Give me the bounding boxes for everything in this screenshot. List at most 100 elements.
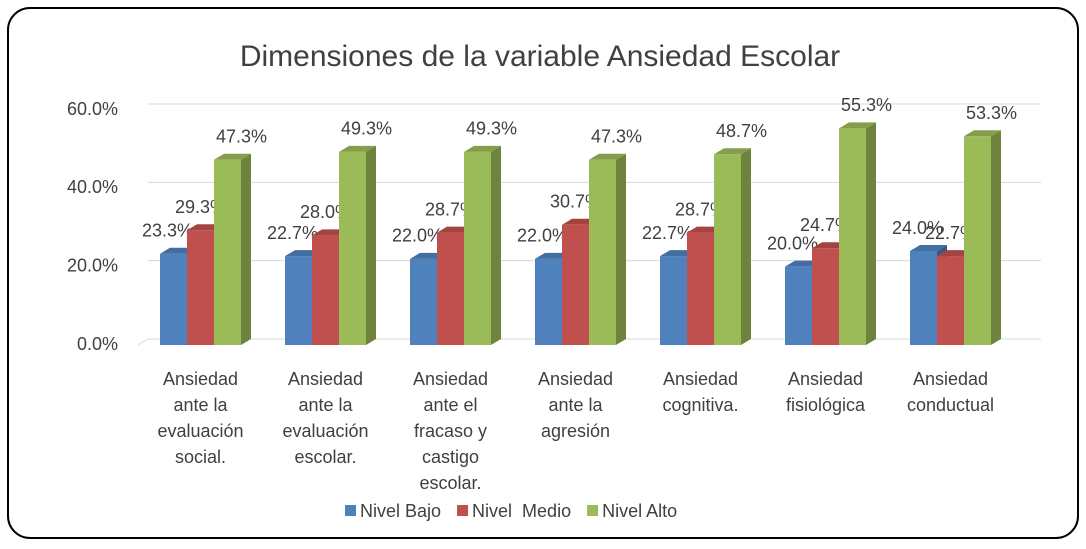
x-tick-line: conductual bbox=[907, 395, 994, 415]
data-label: 47.3% bbox=[216, 126, 267, 146]
bar-side bbox=[491, 145, 501, 345]
data-label: 22.7% bbox=[642, 223, 693, 243]
bar-side bbox=[616, 153, 626, 345]
bar bbox=[339, 145, 376, 345]
data-label: 22.0% bbox=[392, 226, 443, 246]
legend-label: Nivel Medio bbox=[472, 501, 571, 521]
x-tick-line: fracaso y bbox=[414, 421, 487, 441]
x-tick-label: Ansiedad ante la agresión bbox=[538, 369, 613, 441]
data-label: 24.0% bbox=[892, 218, 943, 238]
bar-side bbox=[741, 148, 751, 345]
x-tick-label: Ansiedad cognitiva. bbox=[662, 369, 738, 415]
bar bbox=[839, 122, 876, 346]
x-tick-label: Ansiedad conductual bbox=[907, 369, 994, 415]
data-label: 23.3% bbox=[142, 220, 193, 240]
bar-front bbox=[312, 235, 339, 345]
bar-top bbox=[214, 153, 251, 160]
bar-front bbox=[910, 251, 937, 345]
x-tick-line: escolar. bbox=[294, 447, 356, 467]
legend-swatch bbox=[457, 505, 469, 516]
data-label: 49.3% bbox=[466, 119, 517, 139]
bar-front bbox=[562, 224, 589, 345]
bar-front bbox=[437, 232, 464, 345]
bar-front bbox=[964, 136, 991, 345]
x-tick-line: social. bbox=[175, 447, 226, 467]
bar bbox=[214, 153, 251, 345]
chart-title: Dimensiones de la variable Ansiedad Esco… bbox=[240, 40, 840, 73]
bar bbox=[464, 145, 501, 345]
bar-front bbox=[339, 151, 366, 345]
x-tick-line: Ansiedad bbox=[413, 369, 488, 389]
bar-front bbox=[660, 256, 687, 345]
bar-front bbox=[812, 248, 839, 345]
x-tick-line: Ansiedad bbox=[288, 369, 363, 389]
x-tick-line: cognitiva. bbox=[662, 395, 738, 415]
data-label: 28.7% bbox=[675, 199, 726, 219]
x-tick-line: ante la bbox=[548, 395, 603, 415]
data-label: 53.3% bbox=[966, 103, 1017, 123]
x-tick-line: ante el bbox=[423, 395, 477, 415]
bar-front bbox=[714, 154, 741, 345]
data-label: 28.7% bbox=[425, 199, 476, 219]
data-label: 49.3% bbox=[341, 119, 392, 139]
bar-front bbox=[187, 230, 214, 345]
y-tick-label: 40.0% bbox=[67, 177, 118, 197]
data-label: 29.3% bbox=[175, 197, 226, 217]
legend-label: Nivel Alto bbox=[602, 501, 677, 521]
legend-label: Nivel Bajo bbox=[360, 501, 441, 521]
bar-top bbox=[589, 153, 626, 160]
bar-side bbox=[366, 145, 376, 345]
data-label: 30.7% bbox=[550, 192, 601, 212]
x-tick-line: Ansiedad bbox=[913, 369, 988, 389]
bar-front bbox=[589, 159, 616, 345]
data-label: 22.0% bbox=[517, 226, 568, 246]
bar-top bbox=[910, 245, 947, 251]
bar-top bbox=[964, 130, 1001, 137]
bar-side bbox=[866, 122, 876, 346]
bar-front bbox=[839, 128, 866, 345]
bar-front bbox=[535, 258, 562, 345]
x-tick-line: escolar. bbox=[419, 473, 481, 493]
x-tick-label: Ansiedad fisiológica bbox=[786, 369, 866, 415]
bar-side bbox=[241, 153, 251, 345]
bar-top bbox=[714, 148, 751, 155]
bar-top bbox=[339, 145, 376, 152]
x-tick-line: Ansiedad bbox=[788, 369, 863, 389]
y-tick-label: 0.0% bbox=[77, 334, 118, 354]
bar bbox=[714, 148, 751, 345]
x-tick-line: Ansiedad bbox=[663, 369, 738, 389]
bar-front bbox=[285, 256, 312, 345]
bar bbox=[964, 130, 1001, 345]
bar-front bbox=[464, 151, 491, 345]
bar-top bbox=[839, 122, 876, 129]
legend-swatch bbox=[587, 505, 599, 516]
x-tick-label: Ansiedad ante la evaluación social. bbox=[157, 369, 243, 467]
x-tick-line: Ansiedad bbox=[163, 369, 238, 389]
x-tick-label: Ansiedad ante la evaluación escolar. bbox=[282, 369, 368, 467]
bar-front bbox=[687, 232, 714, 345]
x-tick-line: Ansiedad bbox=[538, 369, 613, 389]
data-label: 47.3% bbox=[591, 126, 642, 146]
bar-front bbox=[785, 266, 812, 345]
bar-front bbox=[410, 258, 437, 345]
x-tick-line: castigo bbox=[422, 447, 479, 467]
data-label: 48.7% bbox=[716, 121, 767, 141]
bar-front bbox=[160, 253, 187, 345]
y-tick-label: 20.0% bbox=[67, 255, 118, 275]
bar-front bbox=[937, 256, 964, 345]
floor-edge bbox=[137, 338, 149, 346]
data-label: 22.7% bbox=[267, 223, 318, 243]
x-tick-line: evaluación bbox=[157, 421, 243, 441]
data-label: 22.7% bbox=[925, 223, 976, 243]
data-label: 55.3% bbox=[841, 95, 892, 115]
data-label: 20.0% bbox=[767, 233, 818, 253]
x-tick-label: Ansiedad ante el fracaso y castigo escolar. bbox=[413, 369, 488, 493]
x-tick-line: ante la bbox=[173, 395, 228, 415]
x-tick-line: fisiológica bbox=[786, 395, 866, 415]
bar-front bbox=[214, 159, 241, 345]
data-label: 28.0% bbox=[300, 202, 351, 222]
legend-swatch bbox=[345, 505, 356, 516]
y-tick-label: 60.0% bbox=[67, 99, 118, 119]
data-label: 24.7% bbox=[800, 215, 851, 235]
